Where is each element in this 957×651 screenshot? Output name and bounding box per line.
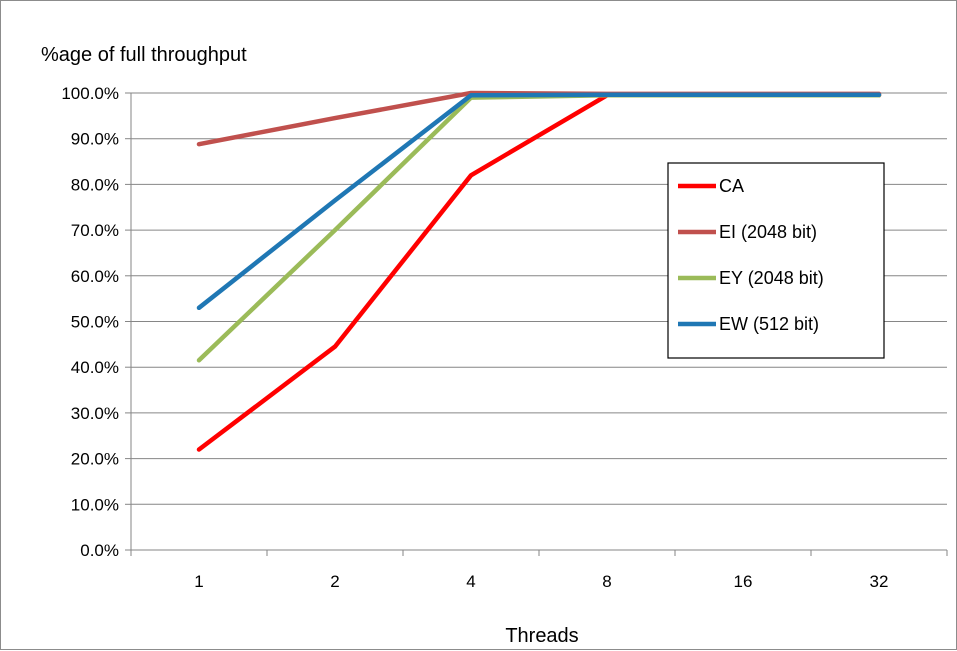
x-tick-label: 32 xyxy=(870,572,889,591)
y-tick-label: 20.0% xyxy=(71,450,119,469)
x-tick-label: 2 xyxy=(330,572,339,591)
series-lines xyxy=(196,90,882,452)
y-tick-label: 70.0% xyxy=(71,221,119,240)
x-tick-label: 1 xyxy=(194,572,203,591)
series-line-ew xyxy=(196,92,882,311)
y-tick-label: 10.0% xyxy=(71,495,119,514)
y-tick-label: 100.0% xyxy=(61,84,119,103)
y-tick-label: 80.0% xyxy=(71,175,119,194)
axes xyxy=(125,92,948,556)
y-tick-label: 30.0% xyxy=(71,404,119,423)
x-tick-label: 8 xyxy=(602,572,611,591)
legend-label: EW (512 bit) xyxy=(719,314,819,334)
tick-labels: 0.0% 10.0% 20.0% 30.0% 40.0% 50.0% 60.0% 70.0% 8… xyxy=(61,84,888,591)
legend: CA EI (2048 bit) EY (2048 bit) EW (512 bit) xyxy=(667,162,885,359)
y-tick-label: 90.0% xyxy=(71,130,119,149)
y-tick-label: 60.0% xyxy=(71,267,119,286)
legend-label: CA xyxy=(719,176,744,196)
x-axis-title: Threads xyxy=(505,625,578,647)
x-tick-label: 16 xyxy=(734,572,753,591)
legend-box xyxy=(667,162,885,359)
x-tick-label: 4 xyxy=(466,572,475,591)
legend-label: EI (2048 bit) xyxy=(719,222,817,242)
y-tick-label: 50.0% xyxy=(71,313,119,332)
y-axis-title: %age of full throughput xyxy=(41,44,247,66)
y-tick-label: 0.0% xyxy=(80,541,119,560)
legend-label: EY (2048 bit) xyxy=(719,268,824,288)
y-tick-label: 40.0% xyxy=(71,358,119,377)
